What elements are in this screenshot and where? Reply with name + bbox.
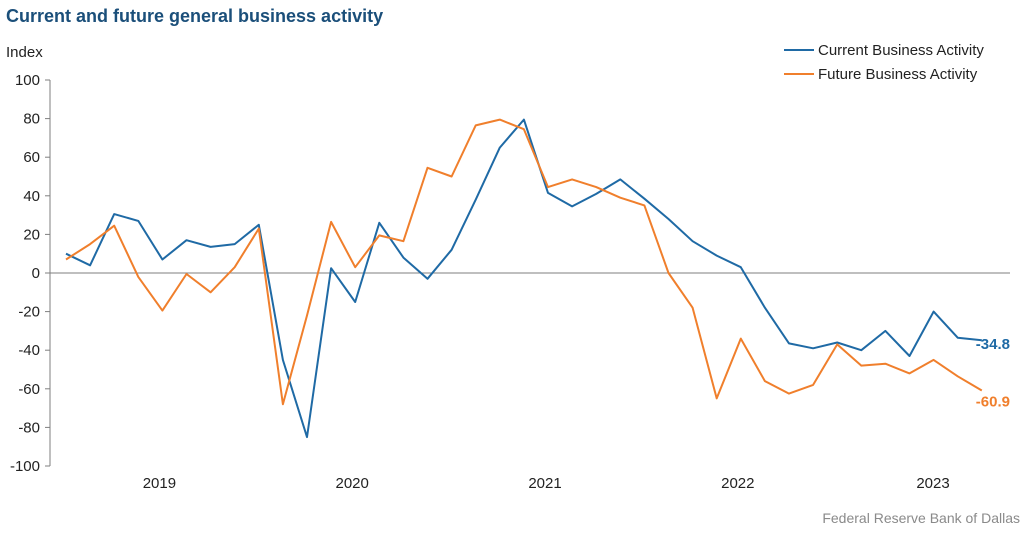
y-tick-label: 80 — [23, 111, 40, 128]
legend-label: Future Business Activity — [818, 66, 978, 83]
y-tick-label: -100 — [10, 458, 40, 475]
y-tick-label: 100 — [15, 72, 40, 89]
axes: Index 100 80 60 40 20 0 -20 -40 -60 -80 -100 2019 202… — [6, 44, 1010, 492]
x-tick-label: 2023 — [916, 475, 949, 492]
legend: Current Business Activity Future Business… — [784, 42, 984, 83]
legend-label: Current Business Activity — [818, 42, 984, 59]
y-tick-label: 60 — [23, 149, 40, 166]
end-value-label: -34.8 — [976, 336, 1010, 353]
x-tick-label: 2021 — [528, 475, 561, 492]
x-tick-label: 2020 — [336, 475, 369, 492]
y-tick-label: 20 — [23, 226, 40, 243]
series-lines: -34.8 -60.9 — [65, 118, 1010, 439]
end-value-label: -60.9 — [976, 394, 1010, 411]
y-tick-label: -80 — [18, 419, 40, 436]
chart-title: Current and future general business acti… — [6, 6, 384, 26]
y-tick-label: 0 — [32, 265, 40, 282]
series-line-current — [65, 118, 982, 439]
y-tick-label: -20 — [18, 304, 40, 321]
y-tick-label: 40 — [23, 188, 40, 205]
source-note: Federal Reserve Bank of Dallas — [822, 510, 1020, 526]
x-tick-label: 2022 — [721, 475, 754, 492]
x-tick-label: 2019 — [143, 475, 176, 492]
y-tick-label: -40 — [18, 342, 40, 359]
y-tick-label: -60 — [18, 381, 40, 398]
y-axis-label: Index — [6, 44, 43, 61]
series-line-future — [65, 118, 983, 406]
